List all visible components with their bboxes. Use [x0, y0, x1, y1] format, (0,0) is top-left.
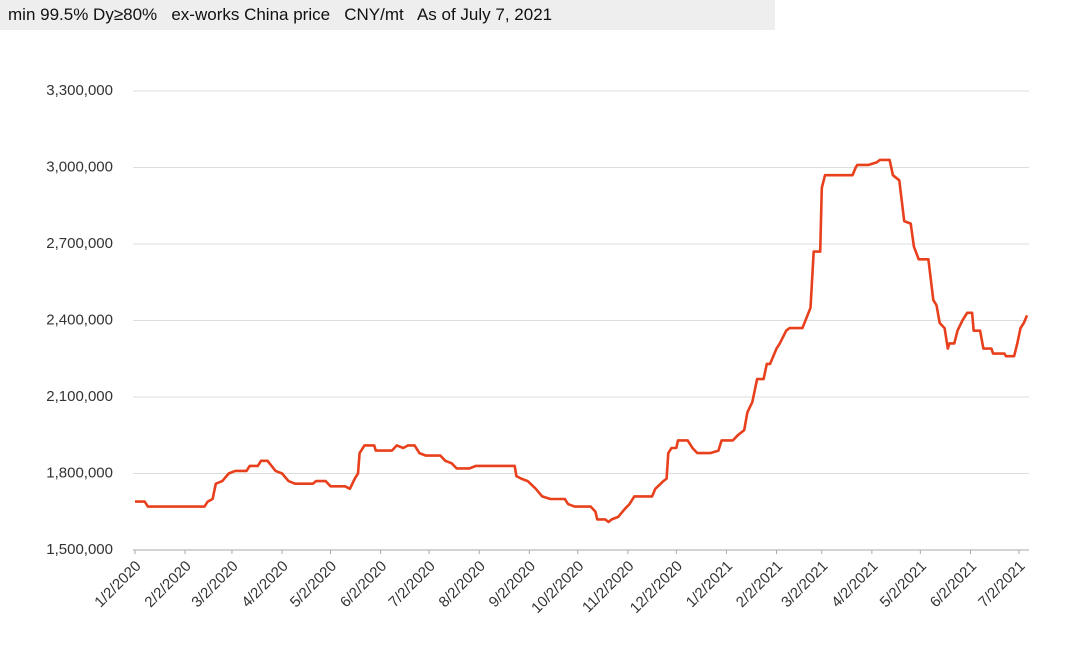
x-tick-label: 5/2/2021 — [877, 558, 930, 611]
y-tick-label: 2,400,000 — [46, 311, 113, 328]
x-tick-label: 2/2/2020 — [141, 558, 194, 611]
x-tick-label: 5/2/2020 — [287, 558, 340, 611]
y-tick-label: 3,000,000 — [46, 158, 113, 175]
x-tick-label: 7/2/2021 — [975, 558, 1028, 611]
y-tick-label: 1,500,000 — [46, 541, 113, 558]
x-tick-label: 1/2/2021 — [683, 558, 736, 611]
x-tick-label: 6/2/2021 — [927, 558, 980, 611]
y-tick-label: 3,300,000 — [46, 82, 113, 99]
x-tick-label: 4/2/2021 — [828, 558, 881, 611]
x-tick-label: 3/2/2020 — [188, 558, 241, 611]
x-tick-label: 4/2/2020 — [238, 558, 291, 611]
x-tick-label: 12/2/2020 — [627, 558, 686, 617]
x-tick-label: 7/2/2020 — [385, 558, 438, 611]
x-tick-label: 8/2/2020 — [436, 558, 489, 611]
x-tick-label: 1/2/2020 — [91, 558, 144, 611]
y-tick-label: 2,100,000 — [46, 388, 113, 405]
y-tick-label: 1,800,000 — [46, 464, 113, 481]
x-tick-label: 6/2/2020 — [337, 558, 390, 611]
x-tick-label: 2/2/2021 — [733, 558, 786, 611]
x-tick-label: 10/2/2020 — [528, 558, 587, 617]
price-line — [135, 158, 1029, 524]
x-tick-label: 3/2/2021 — [778, 558, 831, 611]
y-tick-label: 2,700,000 — [46, 235, 113, 252]
chart-title: min 99.5% Dy≥80% ex-works China price CN… — [0, 0, 775, 30]
